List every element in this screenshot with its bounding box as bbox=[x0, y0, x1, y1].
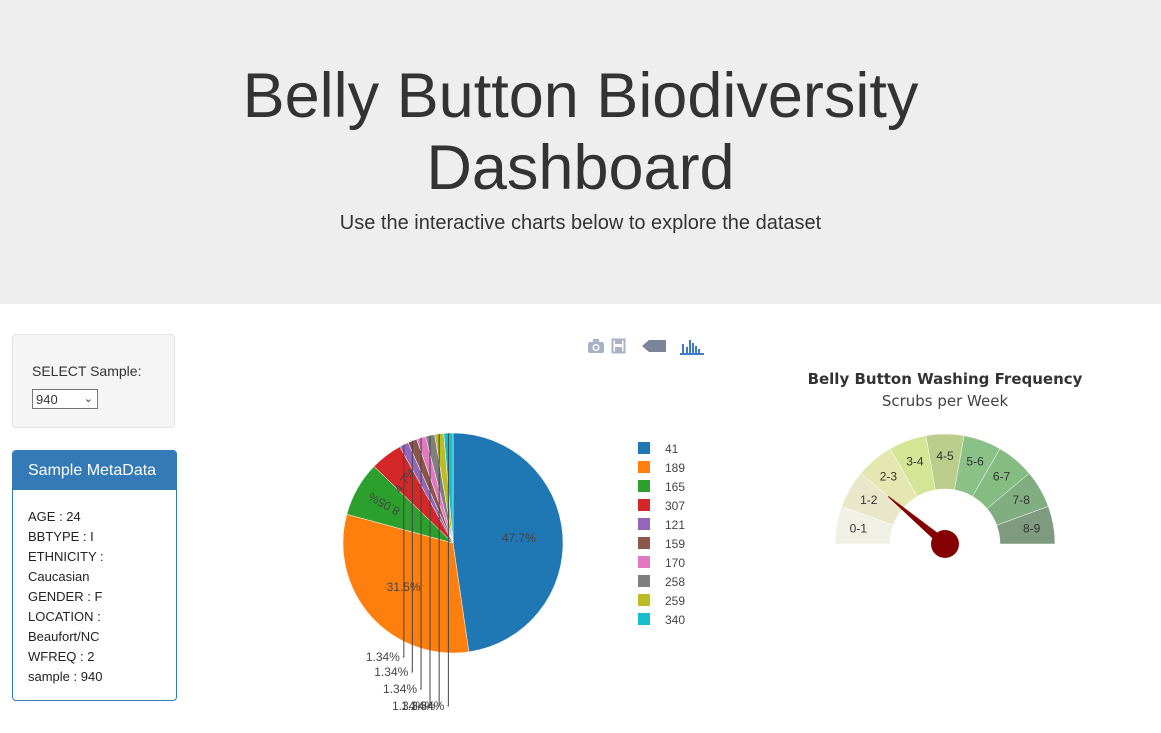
legend-swatch[interactable] bbox=[638, 613, 650, 625]
gauge-section-label: 2-3 bbox=[880, 470, 898, 484]
metadata-line: sample : 940 bbox=[28, 669, 103, 684]
metadata-line: Beaufort/NC bbox=[28, 629, 100, 644]
gauge-section-label: 8-9 bbox=[1023, 522, 1041, 536]
gauge-section-label: 3-4 bbox=[906, 454, 924, 468]
legend-swatch[interactable] bbox=[638, 594, 650, 606]
chevron-down-icon: ⌄ bbox=[83, 393, 93, 405]
header-jumbotron: Belly Button Biodiversity Dashboard Use … bbox=[0, 0, 1161, 304]
camera-icon[interactable] bbox=[587, 338, 605, 354]
pie-slice[interactable] bbox=[452, 432, 564, 653]
sample-metadata-panel: Sample MetaData AGE : 24 BBTYPE : I ETHN… bbox=[12, 450, 177, 701]
sample-selector-well: SELECT Sample: 940 ⌄ bbox=[12, 334, 175, 428]
gauge-section-label: 0-1 bbox=[850, 522, 868, 536]
legend-label[interactable]: 170 bbox=[665, 556, 685, 570]
pie-leader-line bbox=[402, 444, 405, 658]
pie-leader-line bbox=[420, 437, 422, 690]
legend-label[interactable]: 189 bbox=[665, 461, 685, 475]
washing-frequency-gauge: Belly Button Washing Frequency Scrubs per… bbox=[808, 370, 1083, 558]
pie-slice-label: 1.34% bbox=[383, 682, 417, 696]
legend-label[interactable]: 41 bbox=[665, 442, 679, 456]
page-title-line2: Dashboard bbox=[426, 133, 735, 203]
metadata-line: Caucasian bbox=[28, 569, 90, 584]
gauge-section-label: 4-5 bbox=[936, 449, 954, 463]
page-title-line1: Belly Button Biodiversity bbox=[242, 61, 919, 131]
tag-icon[interactable] bbox=[641, 338, 667, 354]
pie-leader-line bbox=[447, 433, 449, 707]
gauge-section-label: 6-7 bbox=[993, 470, 1011, 484]
pie-slice-label: 1.34% bbox=[374, 665, 408, 679]
otu-pie-chart: 47.7%31.5%8.05%4.7%1.34%1.34%1.34%1.34%1… bbox=[342, 432, 685, 713]
legend-swatch[interactable] bbox=[638, 480, 650, 492]
gauge-subtitle: Scrubs per Week bbox=[882, 392, 1009, 410]
legend-swatch[interactable] bbox=[638, 537, 650, 549]
pie-leader-line bbox=[411, 440, 413, 673]
gauge-section[interactable] bbox=[996, 506, 1056, 545]
pie-leader-line bbox=[429, 435, 431, 707]
selected-sample-value: 940 bbox=[36, 392, 58, 407]
plotly-logo-icon[interactable] bbox=[679, 338, 705, 356]
pie-slice[interactable] bbox=[342, 513, 470, 654]
select-sample-label: SELECT Sample: bbox=[32, 363, 142, 379]
metadata-line: BBTYPE : I bbox=[28, 529, 94, 544]
metadata-line: ETHNICITY : bbox=[28, 549, 104, 564]
legend-label[interactable]: 307 bbox=[665, 499, 685, 513]
legend-label[interactable]: 258 bbox=[665, 575, 685, 589]
gauge-section-label: 1-2 bbox=[860, 493, 878, 507]
gauge-title: Belly Button Washing Frequency bbox=[808, 370, 1083, 388]
pie-slice-label: 1.34% bbox=[392, 699, 426, 713]
legend-swatch[interactable] bbox=[638, 556, 650, 568]
save-icon[interactable] bbox=[611, 338, 627, 354]
gauge-section-label: 7-8 bbox=[1013, 493, 1031, 507]
legend-swatch[interactable] bbox=[638, 461, 650, 473]
metadata-list: AGE : 24 BBTYPE : I ETHNICITY : Caucasia… bbox=[28, 507, 168, 687]
pie-slice-label: 1.34% bbox=[401, 699, 435, 713]
sample-select-dropdown[interactable]: 940 ⌄ bbox=[32, 389, 98, 409]
legend-swatch[interactable] bbox=[638, 518, 650, 530]
legend-label[interactable]: 165 bbox=[665, 480, 685, 494]
gauge-section-label: 5-6 bbox=[966, 454, 984, 468]
pie-slice-label: 47.7% bbox=[502, 531, 536, 545]
legend-label[interactable]: 121 bbox=[665, 518, 685, 532]
metadata-line: GENDER : F bbox=[28, 589, 103, 604]
legend-label[interactable]: 340 bbox=[665, 613, 685, 627]
legend-swatch[interactable] bbox=[638, 575, 650, 587]
pie-slice-label: 1.34% bbox=[366, 650, 400, 664]
metadata-panel-heading: Sample MetaData bbox=[13, 451, 176, 490]
legend-label[interactable]: 259 bbox=[665, 594, 685, 608]
metadata-line: LOCATION : bbox=[28, 609, 101, 624]
gauge-needle-hub bbox=[931, 530, 959, 558]
page-subtitle: Use the interactive charts below to expl… bbox=[339, 212, 822, 234]
metadata-line: AGE : 24 bbox=[28, 509, 81, 524]
legend-swatch[interactable] bbox=[638, 499, 650, 511]
metadata-line: WFREQ : 2 bbox=[28, 649, 95, 664]
pie-leader-line bbox=[438, 433, 440, 707]
legend-label[interactable]: 159 bbox=[665, 537, 685, 551]
legend-swatch[interactable] bbox=[638, 442, 650, 454]
pie-slice-label: 1.34% bbox=[410, 699, 444, 713]
